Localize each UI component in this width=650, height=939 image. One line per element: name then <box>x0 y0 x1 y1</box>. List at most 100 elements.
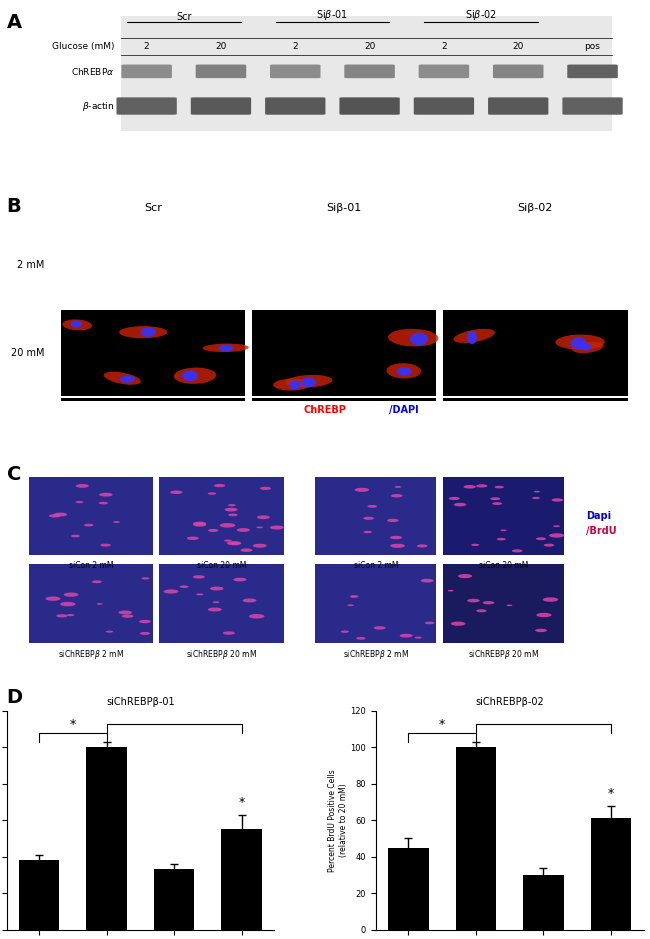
Bar <box>523 875 564 930</box>
Circle shape <box>257 516 270 519</box>
Bar <box>19 860 59 930</box>
Ellipse shape <box>218 345 233 351</box>
Ellipse shape <box>467 331 477 345</box>
Bar <box>443 311 627 396</box>
Title: siChREBPβ-01: siChREBPβ-01 <box>106 698 175 707</box>
Text: siChREBP$\beta$ 2 mM: siChREBP$\beta$ 2 mM <box>343 648 409 661</box>
Ellipse shape <box>299 454 315 466</box>
Text: Si$\beta$-02: Si$\beta$-02 <box>465 8 497 22</box>
Text: *: * <box>70 718 76 731</box>
Bar <box>252 311 437 396</box>
Text: 20: 20 <box>215 42 227 51</box>
Ellipse shape <box>114 439 131 447</box>
Circle shape <box>139 620 151 623</box>
Circle shape <box>532 497 540 500</box>
Text: Siβ-01: Siβ-01 <box>326 204 362 213</box>
Circle shape <box>142 577 150 579</box>
Circle shape <box>341 630 349 633</box>
Ellipse shape <box>448 434 463 440</box>
Bar <box>222 829 262 930</box>
Circle shape <box>208 608 222 611</box>
Circle shape <box>350 595 356 597</box>
Bar <box>159 477 283 555</box>
Circle shape <box>113 521 120 523</box>
FancyBboxPatch shape <box>121 16 612 131</box>
Text: *: * <box>239 796 245 809</box>
Circle shape <box>220 523 235 528</box>
Circle shape <box>100 544 110 546</box>
Circle shape <box>240 548 253 552</box>
Circle shape <box>71 534 80 537</box>
Bar <box>60 311 246 396</box>
Circle shape <box>64 593 79 597</box>
Ellipse shape <box>410 332 428 346</box>
Circle shape <box>193 521 206 525</box>
Circle shape <box>196 593 203 595</box>
Circle shape <box>506 605 512 607</box>
Circle shape <box>495 485 504 488</box>
Circle shape <box>257 527 263 529</box>
FancyBboxPatch shape <box>344 65 395 78</box>
Circle shape <box>492 502 502 505</box>
Ellipse shape <box>509 465 552 479</box>
Ellipse shape <box>203 344 249 352</box>
Circle shape <box>415 637 422 639</box>
Circle shape <box>553 525 560 527</box>
Ellipse shape <box>174 367 216 384</box>
Text: ChREBP: ChREBP <box>304 406 346 415</box>
Ellipse shape <box>102 434 136 451</box>
Text: siCon 20 mM: siCon 20 mM <box>478 561 528 570</box>
Ellipse shape <box>445 429 472 445</box>
Circle shape <box>46 596 60 601</box>
Ellipse shape <box>104 372 141 385</box>
Ellipse shape <box>136 438 150 445</box>
Circle shape <box>536 613 552 617</box>
Circle shape <box>187 536 199 540</box>
FancyBboxPatch shape <box>562 98 623 115</box>
Text: Si$\beta$-01: Si$\beta$-01 <box>317 8 348 22</box>
Circle shape <box>476 609 487 612</box>
Ellipse shape <box>287 454 319 465</box>
Bar <box>443 564 564 642</box>
Circle shape <box>208 492 216 495</box>
Ellipse shape <box>580 344 592 350</box>
Text: Siβ-02: Siβ-02 <box>517 204 553 213</box>
Ellipse shape <box>140 327 156 337</box>
Circle shape <box>66 614 74 616</box>
Bar <box>388 848 428 930</box>
Circle shape <box>228 514 238 516</box>
Circle shape <box>140 632 150 635</box>
Circle shape <box>458 574 473 578</box>
Ellipse shape <box>205 439 214 450</box>
Circle shape <box>231 542 240 545</box>
Text: 2: 2 <box>292 42 298 51</box>
Circle shape <box>448 590 454 592</box>
Ellipse shape <box>393 450 403 458</box>
FancyBboxPatch shape <box>567 65 618 78</box>
Circle shape <box>84 524 94 527</box>
Circle shape <box>210 587 224 591</box>
Bar <box>456 747 496 930</box>
Text: *: * <box>439 718 445 731</box>
Ellipse shape <box>120 376 135 383</box>
Text: ChREBP$\alpha$: ChREBP$\alpha$ <box>72 66 115 77</box>
Text: Dapi: Dapi <box>586 511 611 521</box>
FancyBboxPatch shape <box>419 65 469 78</box>
Circle shape <box>54 513 67 516</box>
Ellipse shape <box>127 437 167 446</box>
Circle shape <box>467 599 480 603</box>
Ellipse shape <box>62 449 102 464</box>
Ellipse shape <box>285 375 332 388</box>
Circle shape <box>543 544 554 546</box>
FancyBboxPatch shape <box>265 98 326 115</box>
Circle shape <box>363 516 374 520</box>
Text: siCon 2 mM: siCon 2 mM <box>354 561 398 570</box>
Circle shape <box>350 595 359 598</box>
Circle shape <box>260 486 271 490</box>
Text: /DAPI: /DAPI <box>389 406 419 415</box>
FancyBboxPatch shape <box>122 65 172 78</box>
Text: siChREBP$\beta$ 20 mM: siChREBP$\beta$ 20 mM <box>468 648 539 661</box>
Ellipse shape <box>388 329 438 346</box>
Circle shape <box>483 601 494 605</box>
Bar <box>252 398 437 484</box>
